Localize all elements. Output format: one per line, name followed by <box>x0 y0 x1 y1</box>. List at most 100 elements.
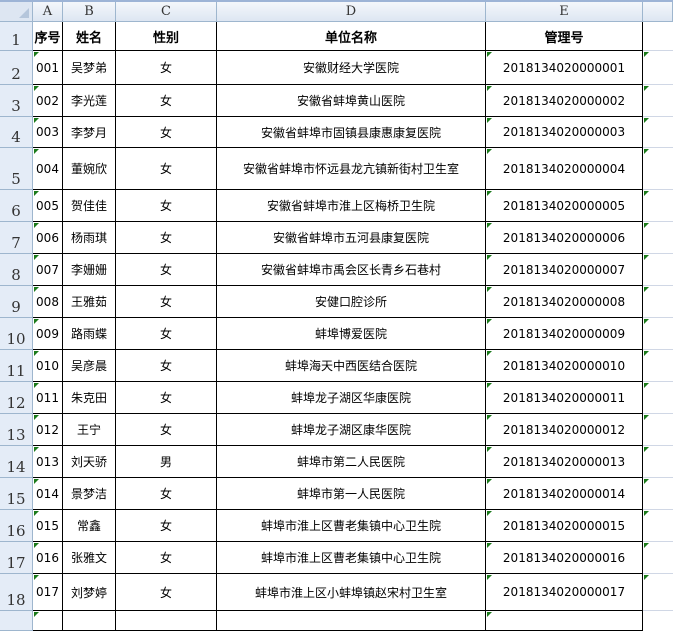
cell-seq[interactable]: 005 <box>33 190 63 222</box>
cell-empty[interactable] <box>33 611 63 631</box>
cell-gender[interactable]: 女 <box>116 254 217 286</box>
cell-mgmt[interactable]: 2018134020000009 <box>486 318 643 350</box>
empty-cell[interactable] <box>643 286 673 318</box>
cell-name[interactable]: 董婉欣 <box>63 148 116 190</box>
cell-unit[interactable]: 蚌埠市第一人民医院 <box>217 478 486 510</box>
empty-cell[interactable] <box>643 117 673 148</box>
cell-unit[interactable]: 蚌埠博爱医院 <box>217 318 486 350</box>
cell-mgmt[interactable]: 2018134020000001 <box>486 51 643 85</box>
row-header[interactable]: 2 <box>0 51 33 85</box>
cell-seq[interactable]: 016 <box>33 542 63 574</box>
cell-gender[interactable]: 女 <box>116 190 217 222</box>
header-cell-gender[interactable]: 性别 <box>116 22 217 51</box>
row-header[interactable]: 3 <box>0 85 33 117</box>
empty-cell[interactable] <box>643 478 673 510</box>
empty-cell[interactable] <box>643 148 673 190</box>
cell-seq[interactable]: 008 <box>33 286 63 318</box>
cell-mgmt[interactable]: 2018134020000013 <box>486 446 643 478</box>
row-header[interactable]: 13 <box>0 414 33 446</box>
cell-seq[interactable]: 009 <box>33 318 63 350</box>
row-header[interactable]: 11 <box>0 350 33 382</box>
row-header[interactable]: 7 <box>0 222 33 254</box>
cell-seq[interactable]: 012 <box>33 414 63 446</box>
cell-name[interactable]: 李光莲 <box>63 85 116 117</box>
cell-seq[interactable]: 013 <box>33 446 63 478</box>
cell-mgmt[interactable]: 2018134020000015 <box>486 510 643 542</box>
cell-unit[interactable]: 蚌埠市第二人民医院 <box>217 446 486 478</box>
empty-cell[interactable] <box>643 85 673 117</box>
row-header[interactable] <box>0 611 33 631</box>
cell-gender[interactable]: 女 <box>116 51 217 85</box>
cell-name[interactable]: 吴彦晨 <box>63 350 116 382</box>
cell-unit[interactable]: 安徽省蚌埠黄山医院 <box>217 85 486 117</box>
header-cell-unit[interactable]: 单位名称 <box>217 22 486 51</box>
empty-cell[interactable] <box>643 350 673 382</box>
cell-name[interactable]: 朱克田 <box>63 382 116 414</box>
cell-mgmt[interactable]: 2018134020000010 <box>486 350 643 382</box>
row-header[interactable]: 9 <box>0 286 33 318</box>
column-header-e[interactable]: E <box>486 2 643 22</box>
row-header[interactable]: 6 <box>0 190 33 222</box>
empty-cell[interactable] <box>643 510 673 542</box>
empty-cell[interactable] <box>643 542 673 574</box>
cell-gender[interactable]: 女 <box>116 382 217 414</box>
empty-cell[interactable] <box>643 254 673 286</box>
cell-gender[interactable]: 女 <box>116 414 217 446</box>
cell-name[interactable]: 刘天骄 <box>63 446 116 478</box>
cell-seq[interactable]: 003 <box>33 117 63 148</box>
cell-name[interactable]: 王雅茹 <box>63 286 116 318</box>
cell-mgmt[interactable]: 2018134020000002 <box>486 85 643 117</box>
empty-cell[interactable] <box>643 574 673 611</box>
empty-cell[interactable] <box>643 446 673 478</box>
cell-gender[interactable]: 女 <box>116 222 217 254</box>
cell-name[interactable]: 路雨蝶 <box>63 318 116 350</box>
cell-seq[interactable]: 001 <box>33 51 63 85</box>
cell-name[interactable]: 李姗姗 <box>63 254 116 286</box>
empty-cell[interactable] <box>643 222 673 254</box>
cell-empty[interactable] <box>116 611 217 631</box>
cell-seq[interactable]: 007 <box>33 254 63 286</box>
cell-gender[interactable]: 女 <box>116 478 217 510</box>
cell-seq[interactable]: 002 <box>33 85 63 117</box>
cell-unit[interactable]: 蚌埠市淮上区曹老集镇中心卫生院 <box>217 510 486 542</box>
cell-seq[interactable]: 017 <box>33 574 63 611</box>
row-header[interactable]: 15 <box>0 478 33 510</box>
row-header[interactable]: 10 <box>0 318 33 350</box>
cell-unit[interactable]: 安徽省蚌埠市禹会区长青乡石巷村 <box>217 254 486 286</box>
cell-mgmt[interactable]: 2018134020000007 <box>486 254 643 286</box>
empty-cell[interactable] <box>643 318 673 350</box>
row-header[interactable]: 14 <box>0 446 33 478</box>
header-cell-name[interactable]: 姓名 <box>63 22 116 51</box>
column-header-a[interactable]: A <box>33 2 63 22</box>
empty-cell[interactable] <box>643 51 673 85</box>
cell-mgmt[interactable]: 2018134020000017 <box>486 574 643 611</box>
cell-empty[interactable] <box>63 611 116 631</box>
row-header[interactable]: 4 <box>0 117 33 148</box>
cell-name[interactable]: 贺佳佳 <box>63 190 116 222</box>
cell-unit[interactable]: 蚌埠龙子湖区华康医院 <box>217 382 486 414</box>
cell-unit[interactable]: 安健口腔诊所 <box>217 286 486 318</box>
cell-name[interactable]: 常鑫 <box>63 510 116 542</box>
cell-mgmt[interactable]: 2018134020000016 <box>486 542 643 574</box>
cell-seq[interactable]: 015 <box>33 510 63 542</box>
cell-seq[interactable]: 010 <box>33 350 63 382</box>
empty-cell[interactable] <box>643 414 673 446</box>
column-header-d[interactable]: D <box>217 2 486 22</box>
header-cell-seq[interactable]: 序号 <box>33 22 63 51</box>
cell-seq[interactable]: 006 <box>33 222 63 254</box>
cell-mgmt[interactable]: 2018134020000014 <box>486 478 643 510</box>
cell-gender[interactable]: 女 <box>116 286 217 318</box>
cell-unit[interactable]: 安徽财经大学医院 <box>217 51 486 85</box>
cell-name[interactable]: 李梦月 <box>63 117 116 148</box>
cell-mgmt[interactable]: 2018134020000004 <box>486 148 643 190</box>
cell-gender[interactable]: 女 <box>116 117 217 148</box>
cell-mgmt[interactable]: 2018134020000006 <box>486 222 643 254</box>
cell-unit[interactable]: 蚌埠龙子湖区康华医院 <box>217 414 486 446</box>
cell-name[interactable]: 王宁 <box>63 414 116 446</box>
select-all-button[interactable] <box>0 2 33 22</box>
cell-gender[interactable]: 女 <box>116 148 217 190</box>
cell-gender[interactable]: 女 <box>116 318 217 350</box>
cell-unit[interactable]: 安徽省蚌埠市怀远县龙亢镇新街村卫生室 <box>217 148 486 190</box>
cell-unit[interactable]: 蚌埠市淮上区曹老集镇中心卫生院 <box>217 542 486 574</box>
cell-name[interactable]: 张雅文 <box>63 542 116 574</box>
